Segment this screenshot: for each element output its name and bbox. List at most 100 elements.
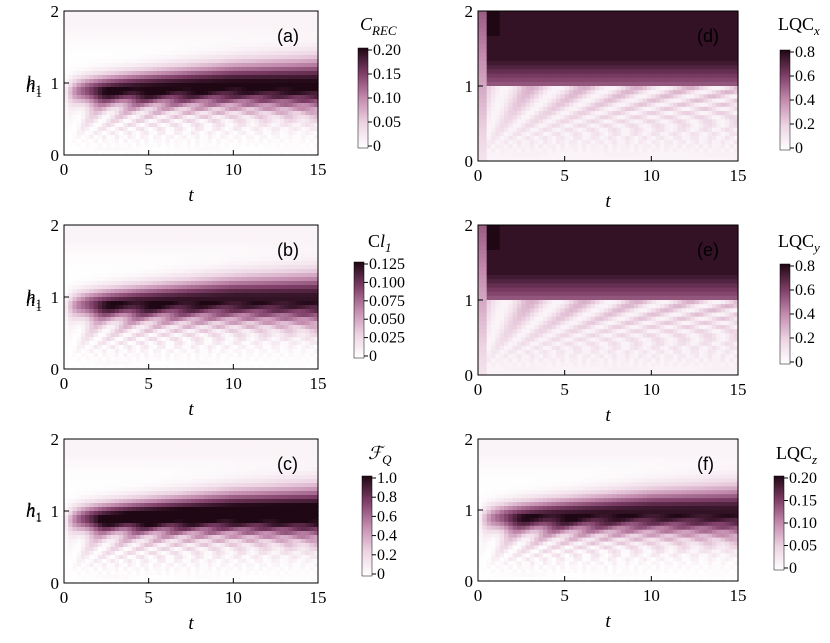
heatmap-cell [224,71,230,76]
heatmap-cell [284,15,289,20]
heatmap-cell [207,79,213,84]
heatmap-cell [102,131,107,136]
heatmap-cell [165,305,171,310]
heatmap-cell [203,107,209,112]
heatmap-cell [140,15,146,20]
heatmap-cell [106,95,112,100]
heatmap-cell [123,103,129,108]
heatmap-cell [135,95,141,100]
heatmap-cell [114,59,120,64]
heatmap-cell [186,297,192,302]
heatmap-cell [220,289,226,294]
heatmap-cell [85,131,90,136]
heatmap-cell [246,23,251,28]
heatmap-cell [106,301,112,306]
heatmap-cell [186,281,192,286]
heatmap-cell [93,27,99,32]
heatmap-cell [64,439,69,444]
heatmap-cell [254,345,260,350]
heatmap-cell [301,261,306,266]
heatmap-cell [267,35,273,40]
heatmap-cell [127,337,133,342]
heatmap-cell [157,11,162,16]
heatmap-cell [174,79,179,84]
heatmap-cell [152,237,158,242]
heatmap-cell [220,131,226,136]
heatmap-cell [135,365,141,370]
heatmap-cell [93,47,99,52]
heatmap-cell [144,467,150,472]
heatmap-cell [165,321,171,326]
heatmap-cell [212,139,217,144]
heatmap-cell [267,119,273,124]
heatmap-cell [309,277,315,282]
heatmap-cell [296,293,302,298]
heatmap-cell [216,245,222,250]
heatmap-cell [85,95,90,100]
heatmap-cell [288,253,294,258]
heatmap-cell [114,107,120,112]
heatmap-cell [271,79,277,84]
heatmap-cell [313,281,319,286]
heatmap-cell [186,67,192,72]
heatmap-cell [144,43,150,48]
heatmap-cell [191,115,196,120]
heatmap-cell [80,147,86,152]
heatmap-cell [178,35,184,40]
heatmap-cell [127,79,133,84]
heatmap-cell [250,451,256,456]
heatmap-cell [68,143,74,148]
heatmap-cell [292,43,298,48]
heatmap-cell [131,455,137,460]
heatmap-cell [174,277,179,282]
heatmap-cell [161,55,167,60]
heatmap-cell [127,43,133,48]
heatmap-cell [241,349,247,354]
heatmap-cell [97,143,103,148]
heatmap-cell [127,443,133,448]
heatmap-cell [169,459,175,464]
heatmap-cell [224,253,230,258]
heatmap-cell [191,229,196,234]
heatmap-cell [254,289,260,294]
heatmap-cell [148,75,154,80]
heatmap-cell [309,111,315,116]
heatmap-cell [127,345,133,350]
heatmap-cell [161,147,167,152]
heatmap-cell [89,99,95,104]
heatmap-cell [212,237,217,242]
heatmap-cell [199,321,205,326]
heatmap-cell [152,115,158,120]
heatmap-cell [97,281,103,286]
heatmap-cell [157,35,162,40]
heatmap-cell [296,55,302,60]
heatmap-cell [220,297,226,302]
heatmap-cell [68,31,74,36]
heatmap-cell [110,257,116,262]
heatmap-cell [313,35,319,40]
heatmap-cell [241,237,247,242]
heatmap-cell [97,443,103,448]
heatmap-cell [106,59,112,64]
heatmap-cell [72,365,78,370]
heatmap-cell [148,67,154,72]
heatmap-cell [258,15,264,20]
heatmap-cell [224,257,230,262]
heatmap-cell [114,269,120,274]
heatmap-cell [199,451,205,456]
heatmap-cell [212,297,217,302]
heatmap-cell [152,67,158,72]
heatmap-cell [148,51,154,56]
heatmap-cell [152,297,158,302]
heatmap-cell [212,91,217,96]
heatmap-cell [241,79,247,84]
heatmap-cell [237,301,243,306]
heatmap-cell [178,293,184,298]
heatmap-cell [72,475,78,480]
heatmap-cell [233,135,239,140]
heatmap-cell [93,147,99,152]
heatmap-cell [72,297,78,302]
heatmap-cell [288,341,294,346]
heatmap-cell [152,147,158,152]
heatmap-cell [76,55,82,60]
